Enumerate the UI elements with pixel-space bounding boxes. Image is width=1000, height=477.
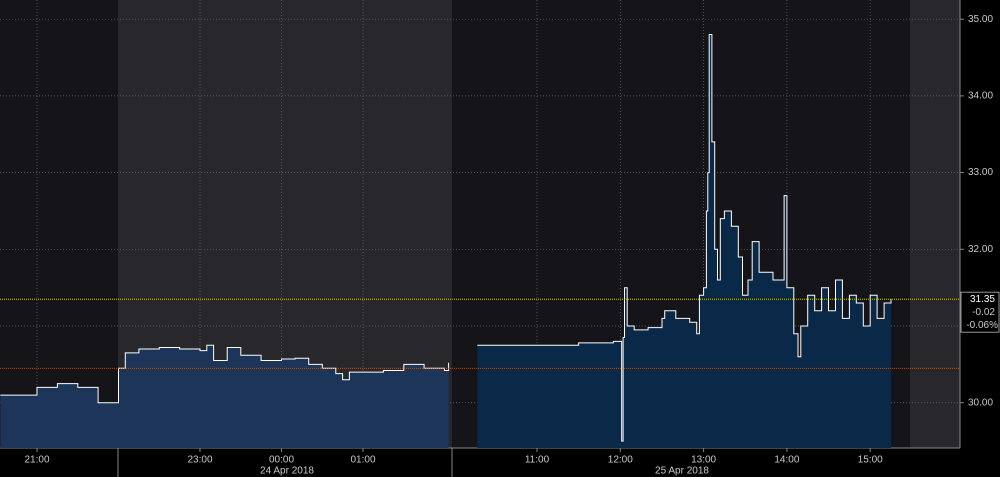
date-label: 25 Apr 2018 xyxy=(655,466,709,477)
x-tick-label: 01:00 xyxy=(350,455,375,466)
x-tick-label: 23:00 xyxy=(187,455,212,466)
price-area xyxy=(0,345,449,448)
x-tick-label: 11:00 xyxy=(525,455,550,466)
y-axis-background xyxy=(960,0,1000,477)
y-tick-label: 35.00 xyxy=(968,14,993,25)
y-tick-label: 30.00 xyxy=(968,397,993,408)
change-label: -0.02 xyxy=(972,307,995,318)
x-tick-label: 12:00 xyxy=(608,455,633,466)
y-tick-label: 34.00 xyxy=(968,91,993,102)
date-label: 24 Apr 2018 xyxy=(260,466,314,477)
x-tick-label: 00:00 xyxy=(269,455,294,466)
areas xyxy=(0,34,892,448)
x-tick-label: 13:00 xyxy=(691,455,716,466)
y-tick-label: 33.00 xyxy=(968,167,993,178)
last-price-box xyxy=(960,291,1000,333)
x-tick-label: 15:00 xyxy=(858,455,883,466)
x-tick-label: 14:00 xyxy=(774,455,799,466)
price-line xyxy=(0,344,450,404)
last-price-label: 31.35 xyxy=(970,294,995,305)
x-tick-label: 21:00 xyxy=(24,455,49,466)
overlays: 30.0031.0032.0033.0034.0035.0021:0023:00… xyxy=(0,14,1000,477)
change-pct-label: -0.06% xyxy=(966,320,998,331)
y-tick-label: 32.00 xyxy=(968,244,993,255)
x-axis-background xyxy=(0,448,960,477)
after-hours-shading xyxy=(910,0,960,448)
price-line xyxy=(477,34,892,442)
price-area xyxy=(477,34,892,448)
